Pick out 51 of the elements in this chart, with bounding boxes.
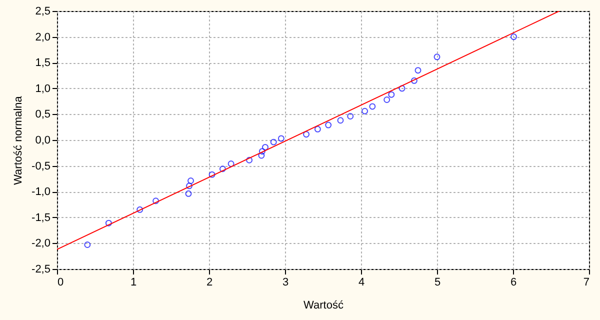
y-tick-label: 1,0 [35,82,50,95]
y-tick-label: 0,5 [35,108,50,121]
point [246,156,253,164]
y-tick-label: 2,5 [35,6,50,18]
x-tick-label: 6 [510,276,517,288]
point [208,171,216,178]
point [510,34,517,40]
y-tick-label: -2,0 [32,238,50,250]
point [303,131,310,138]
x-axis-title: Wartość [304,300,344,312]
point [434,54,440,60]
x-tick-label: 3 [282,276,289,288]
point [270,138,277,146]
point [325,122,332,128]
point [84,242,91,248]
y-tick-label: -2,5 [32,264,50,276]
point [384,96,390,103]
point [262,144,268,150]
point [219,166,226,172]
point [186,182,192,190]
point [228,160,234,167]
y-tick-label: 0,0 [35,134,50,146]
point [185,190,192,197]
y-tick-label: -1,0 [32,186,50,198]
point [398,85,406,92]
x-tick-label: 4 [358,276,365,288]
x-tick-label: 0 [58,276,64,288]
y-tick-label: -1,5 [32,212,50,224]
point [105,220,112,226]
point [388,91,395,98]
point [152,198,160,204]
point [414,67,422,74]
point [362,108,368,114]
point [136,206,144,213]
point [258,148,266,155]
point [314,126,321,132]
point [337,117,344,124]
x-tick-label: 5 [434,276,441,288]
point [410,77,418,84]
y-tick-label: -0,5 [32,160,50,172]
y-tick-label: 1,5 [35,57,50,70]
point [347,113,354,120]
y-tick-label: 2,0 [35,31,50,44]
point [278,135,284,142]
point [369,103,376,110]
point [188,178,194,184]
y-axis-title: Wartość normalna [12,95,25,185]
x-tick-label: 2 [206,276,213,288]
x-tick-label: 1 [130,276,137,288]
point [258,152,265,159]
x-tick-label: 7 [583,276,590,288]
